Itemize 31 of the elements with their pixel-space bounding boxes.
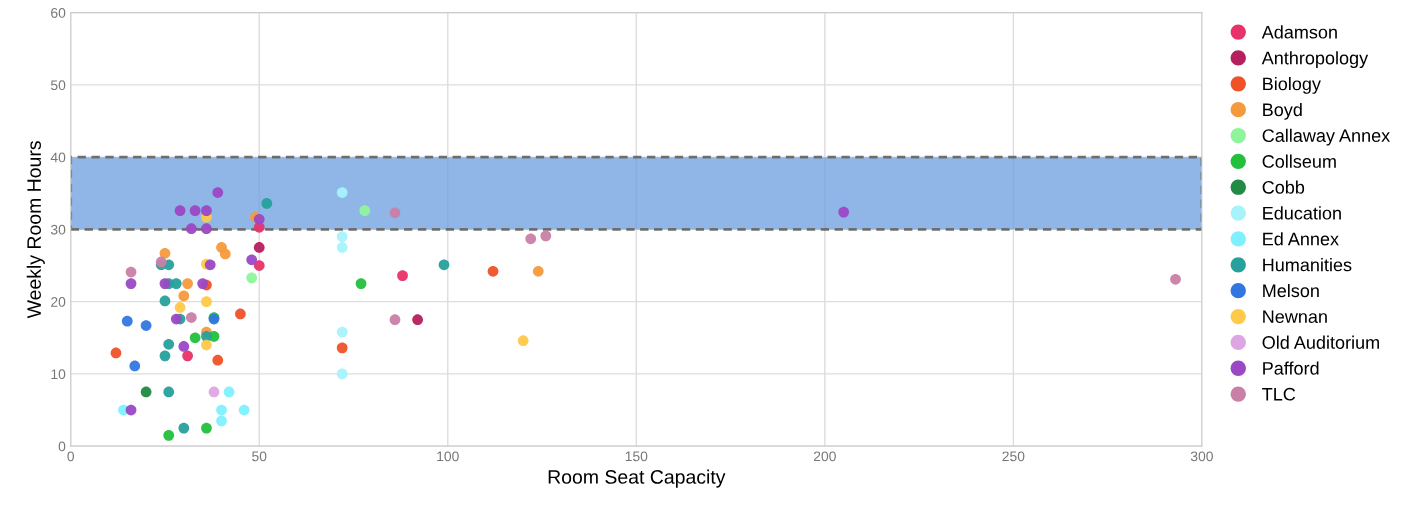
legend-label: Collseum <box>1262 154 1336 168</box>
legend-label: Humanities <box>1263 258 1352 272</box>
legend-label: Newnan <box>1263 310 1327 324</box>
x-tick-label: 200 <box>813 451 836 462</box>
y-tick-label: 50 <box>50 80 66 91</box>
x-tick-label: 50 <box>252 451 267 462</box>
x-tick-label: 150 <box>625 451 648 462</box>
x-axis-title: Room Seat Capacity <box>548 469 726 488</box>
x-tick-label: 300 <box>1190 451 1213 462</box>
legend-label: Anthropology <box>1261 51 1369 68</box>
legend-label: Pafford <box>1263 361 1319 375</box>
x-tick-label: 250 <box>1002 451 1025 462</box>
y-tick-label: 20 <box>51 297 66 307</box>
y-tick-label: 0 <box>58 441 66 452</box>
y-tick-label: 60 <box>51 8 66 18</box>
y-tick-label: 40 <box>50 152 66 163</box>
legend-label: Education <box>1263 206 1341 220</box>
y-tick-label: 10 <box>51 369 66 380</box>
y-tick-label: 30 <box>50 224 66 235</box>
x-tick-label: 100 <box>437 451 459 462</box>
legend-label: Biology <box>1263 77 1321 94</box>
legend-label: Ed Annex <box>1263 232 1339 246</box>
legend-label: Cobb <box>1262 180 1305 194</box>
y-axis-title: Weekly Room Hours <box>26 141 45 319</box>
legend-label: Callaway Annex <box>1262 128 1390 146</box>
legend-label: Adamson <box>1261 25 1337 39</box>
legend-label: Melson <box>1263 283 1319 298</box>
legend-label: TLC <box>1262 387 1296 401</box>
legend-label: Boyd <box>1263 102 1302 120</box>
legend-label: Old Auditorium <box>1262 335 1379 349</box>
x-tick-label: 0 <box>67 451 75 462</box>
